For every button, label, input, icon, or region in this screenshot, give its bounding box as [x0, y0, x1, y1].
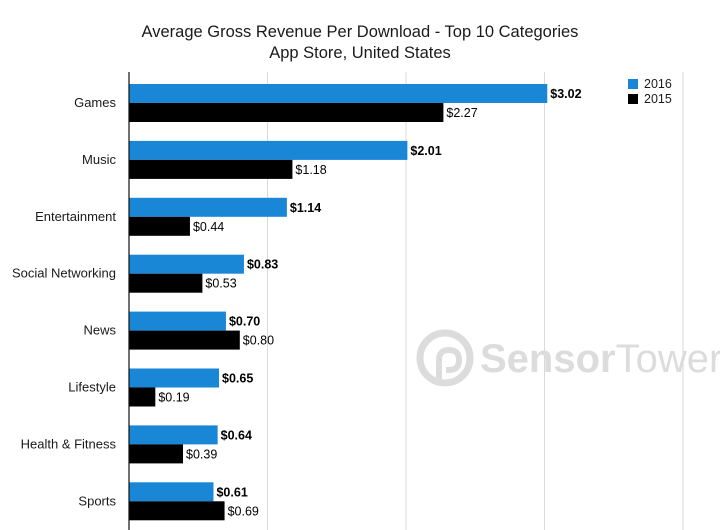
- bar-2016: [129, 254, 244, 274]
- data-label-2015: $0.80: [243, 334, 274, 348]
- category-group: Entertainment $1.14 $0.44: [35, 197, 321, 236]
- category-label: Health & Fitness: [21, 436, 117, 451]
- data-label-2016: $0.61: [216, 485, 247, 499]
- bar-2015: [129, 216, 190, 236]
- category-label: Lifestyle: [68, 380, 116, 395]
- data-label-2016: $0.65: [222, 372, 253, 386]
- category-group: Sports $0.61 $0.69: [78, 482, 259, 521]
- chart-title-line: Average Gross Revenue Per Download - Top…: [141, 23, 579, 41]
- category-label: Social Networking: [12, 266, 116, 281]
- sensortower-logo-icon: [416, 329, 474, 387]
- bar-2016: [129, 368, 220, 388]
- bar-2016: [129, 197, 287, 217]
- category-label: Entertainment: [35, 209, 116, 224]
- bar-2016: [129, 84, 548, 103]
- sensortower-watermark: SensorTower: [416, 329, 720, 387]
- bars: Games $3.02 $2.27 Music $2.01 $1.18 Entertainm…: [12, 84, 582, 521]
- legend-swatch-2016: [628, 79, 638, 89]
- legend-swatch-2015: [628, 94, 638, 104]
- category-label: News: [83, 323, 116, 338]
- data-label-2016: $0.64: [221, 428, 252, 442]
- category-label: Music: [82, 152, 116, 167]
- data-label-2015: $0.19: [158, 391, 189, 405]
- data-label-2015: $0.39: [186, 447, 217, 461]
- data-label-2015: $2.27: [446, 106, 477, 120]
- bar-2015: [129, 501, 225, 521]
- bar-2015: [129, 103, 444, 122]
- bar-2016: [129, 311, 226, 331]
- category-group: Lifestyle $0.65 $0.19: [68, 368, 253, 407]
- category-group: Music $2.01 $1.18: [82, 140, 442, 179]
- category-group: Games $3.02 $2.27: [74, 84, 582, 122]
- category-group: Health & Fitness $0.64 $0.39: [21, 425, 252, 464]
- data-label-2015: $0.53: [205, 277, 236, 291]
- bar-2015: [129, 387, 156, 407]
- bar-2016: [129, 425, 218, 445]
- bar-2015: [129, 159, 293, 179]
- legend-label-2015: 2015: [644, 92, 672, 106]
- bar-2015: [129, 273, 203, 293]
- data-label-2016: $1.14: [290, 201, 321, 215]
- data-label-2015: $0.69: [228, 504, 259, 518]
- chart-title: Average Gross Revenue Per Download - Top…: [0, 22, 720, 64]
- data-label-2016: $0.70: [229, 315, 260, 329]
- category-label: Games: [74, 95, 116, 110]
- data-label-2016: $3.02: [550, 87, 581, 101]
- watermark-text-tower: Tower: [616, 337, 720, 381]
- data-label-2016: $0.83: [247, 258, 278, 272]
- category-group: News $0.70 $0.80: [83, 311, 274, 350]
- watermark-text-sensor: Sensor: [480, 337, 616, 381]
- data-label-2015: $0.44: [193, 220, 224, 234]
- category-group: Social Networking $0.83 $0.53: [12, 254, 278, 293]
- watermark-text: SensorTower: [480, 337, 720, 381]
- bar-2016: [129, 140, 408, 160]
- bar-2015: [129, 444, 184, 464]
- gridlines: [267, 72, 684, 530]
- bar-2015: [129, 330, 240, 350]
- data-label-2015: $1.18: [295, 163, 326, 177]
- legend-label-2016: 2016: [644, 77, 672, 91]
- bar-2016: [129, 482, 214, 502]
- data-label-2016: $2.01: [410, 144, 441, 158]
- category-label: Sports: [78, 493, 116, 508]
- chart-subtitle: App Store, United States: [269, 44, 451, 62]
